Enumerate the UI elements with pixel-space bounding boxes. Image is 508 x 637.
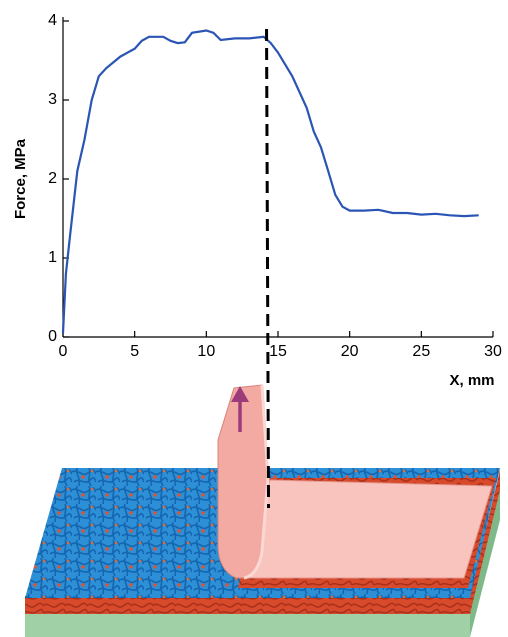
illustration — [25, 384, 500, 637]
substrate-front — [25, 612, 470, 637]
x-tick-label: 25 — [412, 343, 430, 360]
y-axis-label: Force, MPa — [12, 138, 29, 219]
marker-line — [265, 28, 271, 509]
y-tick-label: 1 — [48, 249, 57, 266]
fiber-layer-side — [470, 470, 500, 614]
y-tick-label: 3 — [48, 91, 57, 108]
y-tick-label: 2 — [48, 170, 57, 187]
film-flat — [243, 479, 493, 579]
x-tick-label: 10 — [197, 343, 215, 360]
x-tick-label: 15 — [269, 343, 287, 360]
film-bent — [217, 384, 269, 579]
y-tick-label: 4 — [48, 12, 57, 29]
x-tick-label: 0 — [59, 343, 68, 360]
x-axis-label: X, mm — [449, 372, 494, 389]
film-edge — [243, 384, 270, 580]
data-line — [61, 29, 479, 334]
y-tick-label: 0 — [48, 328, 57, 345]
x-tick-label: 20 — [341, 343, 359, 360]
fiber-layer-front — [25, 596, 470, 614]
x-tick-label: 30 — [484, 343, 502, 360]
x-tick-label: 5 — [130, 343, 139, 360]
peel-arrow-head — [231, 386, 249, 402]
